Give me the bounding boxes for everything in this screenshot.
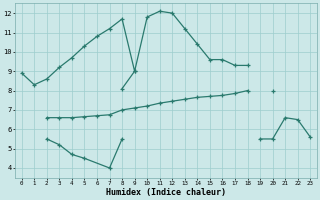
X-axis label: Humidex (Indice chaleur): Humidex (Indice chaleur) <box>106 188 226 197</box>
